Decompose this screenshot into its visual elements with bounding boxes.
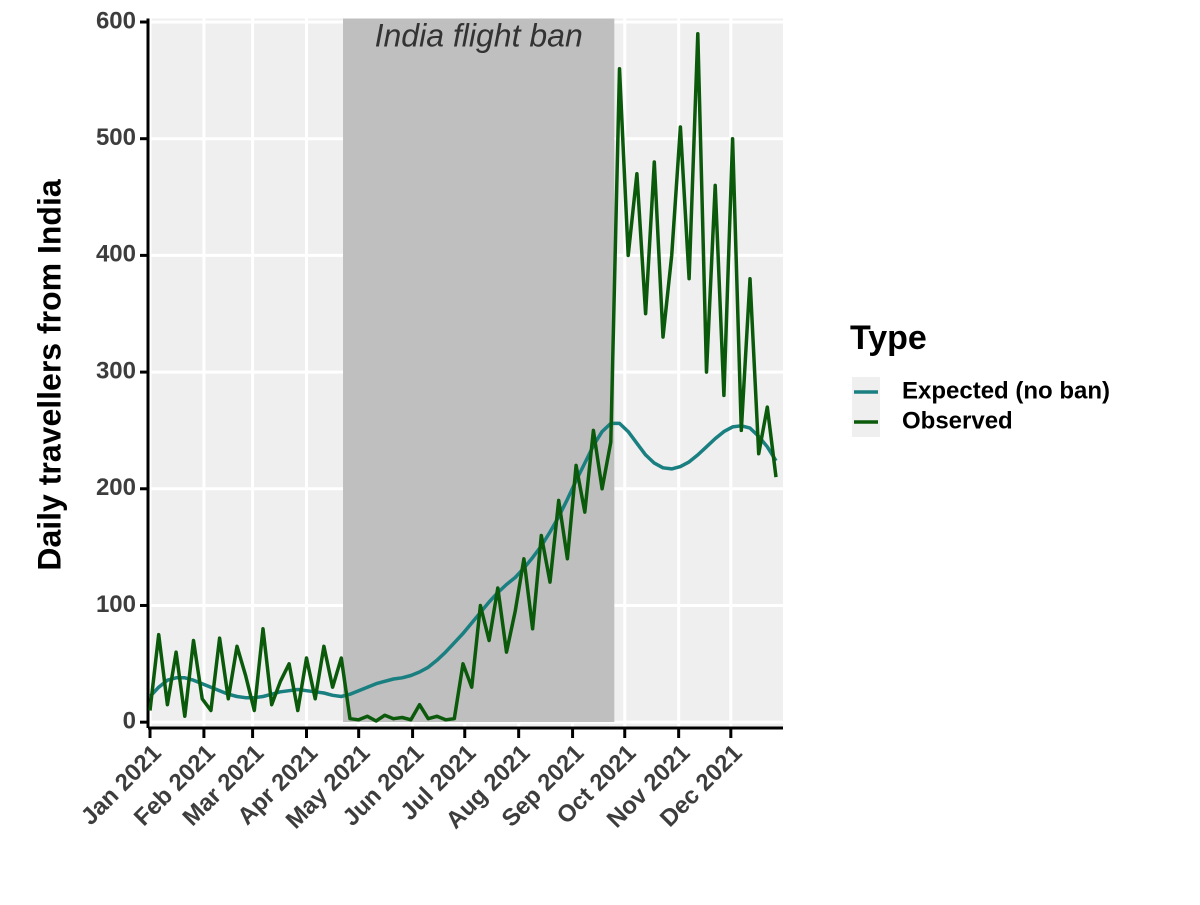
y-tick-label: 400 (96, 241, 136, 268)
y-tick-label: 100 (96, 591, 136, 618)
legend-label: Observed (902, 407, 1013, 434)
y-tick-label: 500 (96, 124, 136, 151)
series-line (148, 31, 778, 723)
y-tick-label: 300 (96, 357, 136, 384)
y-axis-label: Daily travellers from India (31, 179, 67, 570)
y-tick-label: 600 (96, 7, 136, 34)
legend-label: Expected (no ban) (902, 377, 1110, 404)
y-tick-label: 200 (96, 474, 136, 501)
y-tick-label: 0 (123, 708, 136, 735)
shade-region (343, 18, 615, 722)
shade-label: India flight ban (375, 17, 583, 53)
legend-title: Type (850, 319, 927, 357)
